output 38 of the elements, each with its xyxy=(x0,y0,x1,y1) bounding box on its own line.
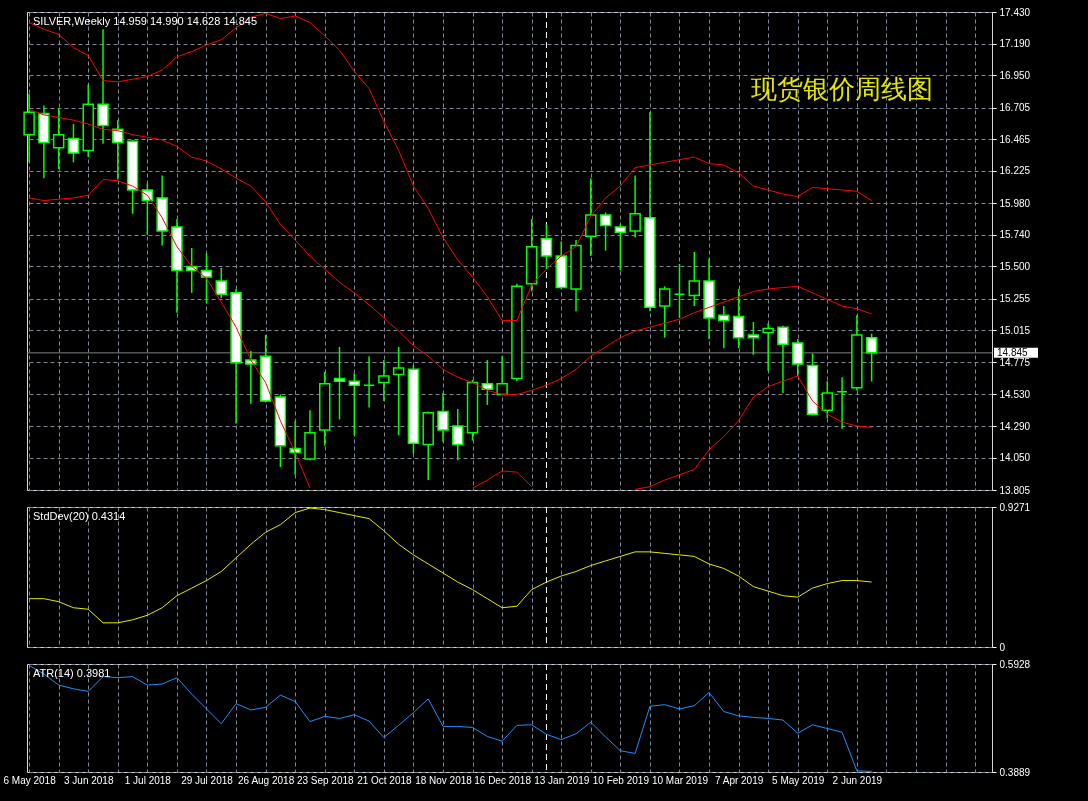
x-tick-label: 13 Jan 2019 xyxy=(534,774,590,786)
x-tick-label: 23 Sep 2018 xyxy=(296,774,355,786)
x-tick-label: 7 Apr 2019 xyxy=(714,774,764,786)
y-tick-label: 0.9271 xyxy=(999,501,1031,513)
x-tick-label: 18 Nov 2018 xyxy=(415,774,473,786)
x-tick-label: 10 Mar 2019 xyxy=(651,774,709,786)
y-tick-label: 0 xyxy=(999,641,1006,653)
x-tick-label: 2 Jun 2019 xyxy=(832,774,883,786)
x-tick-label: 10 Feb 2019 xyxy=(592,774,650,786)
y-tick-label: 0.5928 xyxy=(999,658,1031,670)
annotation: 现货银价周线图 xyxy=(751,74,934,104)
y-tick-label: 15.255 xyxy=(999,293,1031,305)
x-tick-label: 26 Aug 2018 xyxy=(238,774,295,786)
y-tick-label: 17.190 xyxy=(999,38,1031,50)
x-tick-label: 6 May 2018 xyxy=(3,774,57,786)
x-tick-label: 5 May 2019 xyxy=(772,774,825,786)
y-tick-label: 14.050 xyxy=(999,452,1031,464)
y-tick-label: 14.775 xyxy=(999,356,1031,368)
chart-title: StdDev(20) 0.4314 xyxy=(33,510,126,522)
y-tick-label: 14.290 xyxy=(999,420,1031,432)
x-tick-label: 3 Jun 2018 xyxy=(63,774,114,786)
y-tick-label: 16.465 xyxy=(999,133,1031,145)
y-tick-label: 16.950 xyxy=(999,69,1031,81)
y-tick-label: 13.805 xyxy=(999,484,1031,496)
y-tick-label: 14.530 xyxy=(999,388,1031,400)
y-tick-label: 15.980 xyxy=(999,197,1031,209)
y-tick-label: 0.3889 xyxy=(999,766,1031,778)
y-tick-label: 15.500 xyxy=(999,260,1031,272)
x-tick-label: 29 Jul 2018 xyxy=(181,774,234,786)
ref-line-label: 14.845 xyxy=(997,346,1029,358)
y-tick-label: 17.430 xyxy=(999,6,1031,18)
x-tick-label: 1 Jul 2018 xyxy=(124,774,172,786)
x-tick-label: 21 Oct 2018 xyxy=(357,774,413,786)
y-tick-label: 16.705 xyxy=(999,102,1031,114)
y-tick-label: 16.225 xyxy=(999,165,1031,177)
y-tick-label: 15.015 xyxy=(999,324,1031,336)
x-tick-label: 16 Dec 2018 xyxy=(474,774,532,786)
y-tick-label: 15.740 xyxy=(999,229,1031,241)
